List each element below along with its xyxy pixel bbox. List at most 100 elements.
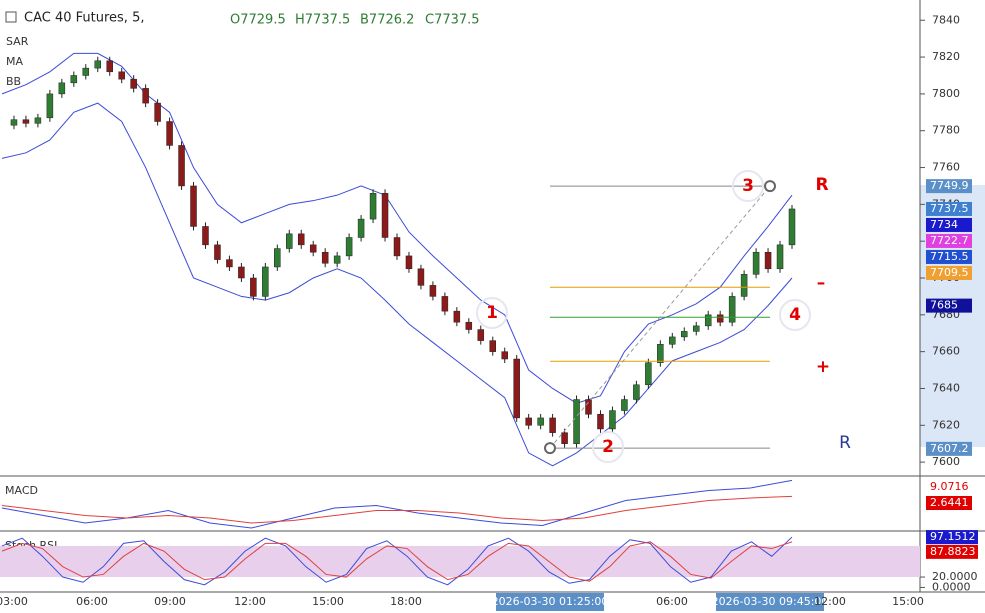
candle-body: [274, 248, 281, 268]
candle-body: [573, 399, 580, 444]
trend-line: [549, 185, 771, 449]
time-highlight: [496, 593, 604, 611]
price-tag: [926, 265, 972, 280]
stoch-tick-label: 0.0000: [932, 580, 971, 593]
price-tag-label: 7737.5: [930, 202, 969, 215]
candle-body: [681, 331, 688, 338]
candle-body: [441, 296, 449, 312]
price-tag: [926, 217, 972, 232]
candle-body: [669, 336, 676, 345]
ohlc-open: O7729.5: [230, 13, 286, 28]
candle-body: [585, 399, 592, 415]
candle-body: [70, 75, 78, 84]
price-tag-label: 7734: [930, 218, 958, 231]
annotation-label: 1: [486, 303, 498, 323]
price-tag-label: 7715.5: [930, 250, 969, 263]
candle-body: [513, 358, 520, 419]
candle-body: [34, 117, 42, 124]
price-tag-label: 7749.9: [930, 179, 969, 192]
bollinger-band: [1, 102, 793, 467]
candle-body: [345, 237, 353, 257]
candle-body: [333, 255, 341, 264]
candle-body: [752, 251, 760, 275]
annotation-label: +: [816, 357, 830, 377]
candle-body: [393, 237, 401, 257]
indicator-label[interactable]: BB: [6, 75, 21, 88]
price-tag-label: 7722.7: [930, 234, 969, 247]
x-tick-label: 06:00: [76, 595, 108, 608]
y-tick-label: 7780: [932, 124, 960, 137]
y-tick-label: 7820: [932, 50, 960, 63]
candle-body: [525, 417, 532, 426]
candle-body: [549, 417, 556, 433]
indicator-label[interactable]: SAR: [6, 35, 29, 48]
price-tag: [926, 179, 972, 194]
price-tag-label: 7607.2: [930, 442, 969, 455]
stoch-d-line: [1, 541, 793, 582]
x-tick-label: 12:00: [234, 595, 266, 608]
candle-body: [178, 145, 185, 187]
annotation-label: R: [839, 433, 851, 453]
candle-body: [166, 121, 173, 146]
anchor-point: [544, 442, 556, 455]
indicator-label[interactable]: MA: [6, 55, 23, 68]
candle-body: [764, 251, 772, 270]
x-tick-label: 12:00: [814, 595, 846, 608]
candle-body: [154, 102, 161, 122]
candle-body: [226, 259, 233, 268]
time-highlight: [716, 593, 824, 611]
ohlc-high: H7737.5: [295, 13, 350, 28]
annotation-label: –: [817, 273, 826, 293]
signal-line: [1, 495, 793, 524]
candle-body: [501, 351, 508, 360]
candle-body: [262, 266, 269, 297]
price-tag: [926, 201, 972, 216]
ohlc-bid: B7726.2: [360, 13, 414, 28]
candle-body: [453, 310, 461, 323]
x-tick-label: 09:00: [154, 595, 186, 608]
annotation-label: 2: [602, 437, 614, 457]
candle-body: [728, 296, 736, 323]
collapse-icon[interactable]: [5, 11, 17, 23]
macd-tag: [926, 496, 972, 510]
annotation-circle: [779, 299, 811, 331]
x-tick-label: 2026-03-30 01:25:00: [492, 595, 609, 608]
candle-body: [788, 208, 796, 246]
candle-body: [118, 71, 125, 80]
candle-body: [405, 255, 413, 270]
stoch-tag-label: 87.8823: [930, 545, 976, 558]
y-tick-label: 7640: [932, 381, 960, 394]
chart-title: CAC 40 Futures, 5,: [24, 11, 144, 26]
macd-tag-label: 9.0716: [930, 480, 969, 493]
candle-body: [46, 93, 54, 119]
candle-body: [429, 285, 437, 297]
candle-body: [609, 410, 616, 430]
candle-body: [740, 274, 748, 297]
candle-body: [633, 384, 640, 400]
y-tick-label: 7760: [932, 161, 960, 174]
candle-body: [106, 60, 113, 73]
candle-body: [214, 244, 221, 260]
x-tick-label: 18:00: [390, 595, 422, 608]
x-tick-label: 2026-03-30 09:45:00: [712, 595, 829, 608]
candle-body: [250, 277, 257, 297]
candle-body: [238, 266, 245, 279]
candle-body: [477, 329, 485, 341]
ohlc-close: C7737.5: [425, 13, 480, 28]
candle-body: [357, 218, 365, 238]
y-tick-label: 7800: [932, 87, 960, 100]
annotation-circle: [592, 431, 624, 463]
x-tick-label: 03:00: [0, 595, 28, 608]
candle-body: [130, 78, 137, 89]
stoch-tag-label: 97.1512: [930, 530, 976, 543]
candle-body: [537, 417, 544, 426]
x-tick-label: 06:00: [656, 595, 688, 608]
candle-body: [465, 321, 473, 330]
price-tag: [926, 233, 972, 248]
annotation-label: 3: [742, 176, 754, 196]
annotation-circle: [476, 297, 508, 329]
candle-body: [10, 119, 18, 126]
anchor-point: [764, 180, 776, 193]
candle-body: [94, 60, 102, 69]
